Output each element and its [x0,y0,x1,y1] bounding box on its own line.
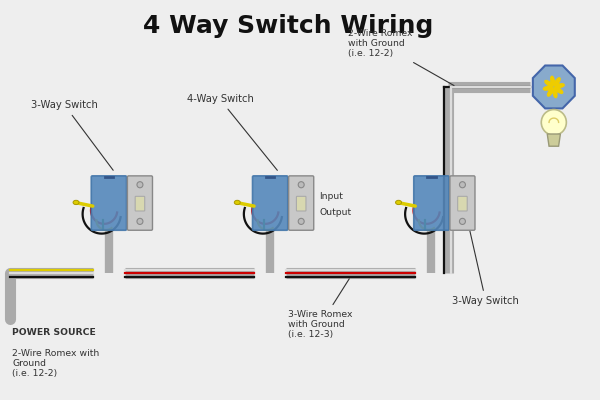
FancyBboxPatch shape [127,176,152,230]
Text: Input: Input [319,192,343,202]
Text: 4-Way Switch: 4-Way Switch [187,94,277,170]
FancyBboxPatch shape [91,176,127,230]
FancyBboxPatch shape [450,176,475,230]
Polygon shape [533,66,575,108]
Text: 2-Wire Romex with
Ground
(i.e. 12-2): 2-Wire Romex with Ground (i.e. 12-2) [12,348,100,378]
Circle shape [541,110,566,135]
Ellipse shape [73,200,79,204]
FancyBboxPatch shape [253,176,288,230]
Ellipse shape [395,200,401,204]
Circle shape [298,218,304,224]
Polygon shape [547,134,560,146]
FancyBboxPatch shape [296,196,306,211]
Text: 2-Wire Romex
with Ground
(i.e. 12-2): 2-Wire Romex with Ground (i.e. 12-2) [348,28,454,86]
Circle shape [460,182,466,188]
Circle shape [298,182,304,188]
Text: 4 Way Switch Wiring: 4 Way Switch Wiring [143,14,433,38]
Text: 3-Wire Romex
with Ground
(i.e. 12-3): 3-Wire Romex with Ground (i.e. 12-3) [288,279,353,340]
Text: 3-Way Switch: 3-Way Switch [31,100,113,170]
FancyBboxPatch shape [289,176,314,230]
FancyBboxPatch shape [458,196,467,211]
Text: 3-Way Switch: 3-Way Switch [452,227,519,306]
Circle shape [137,182,143,188]
Ellipse shape [235,200,240,204]
Text: Output: Output [319,208,351,217]
FancyBboxPatch shape [414,176,449,230]
Circle shape [460,218,466,224]
FancyBboxPatch shape [135,196,145,211]
Circle shape [137,218,143,224]
Text: POWER SOURCE: POWER SOURCE [12,328,96,337]
